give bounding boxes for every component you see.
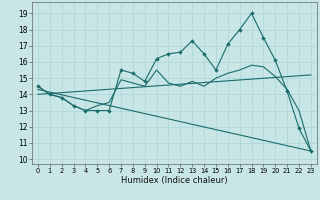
X-axis label: Humidex (Indice chaleur): Humidex (Indice chaleur) [121,176,228,185]
